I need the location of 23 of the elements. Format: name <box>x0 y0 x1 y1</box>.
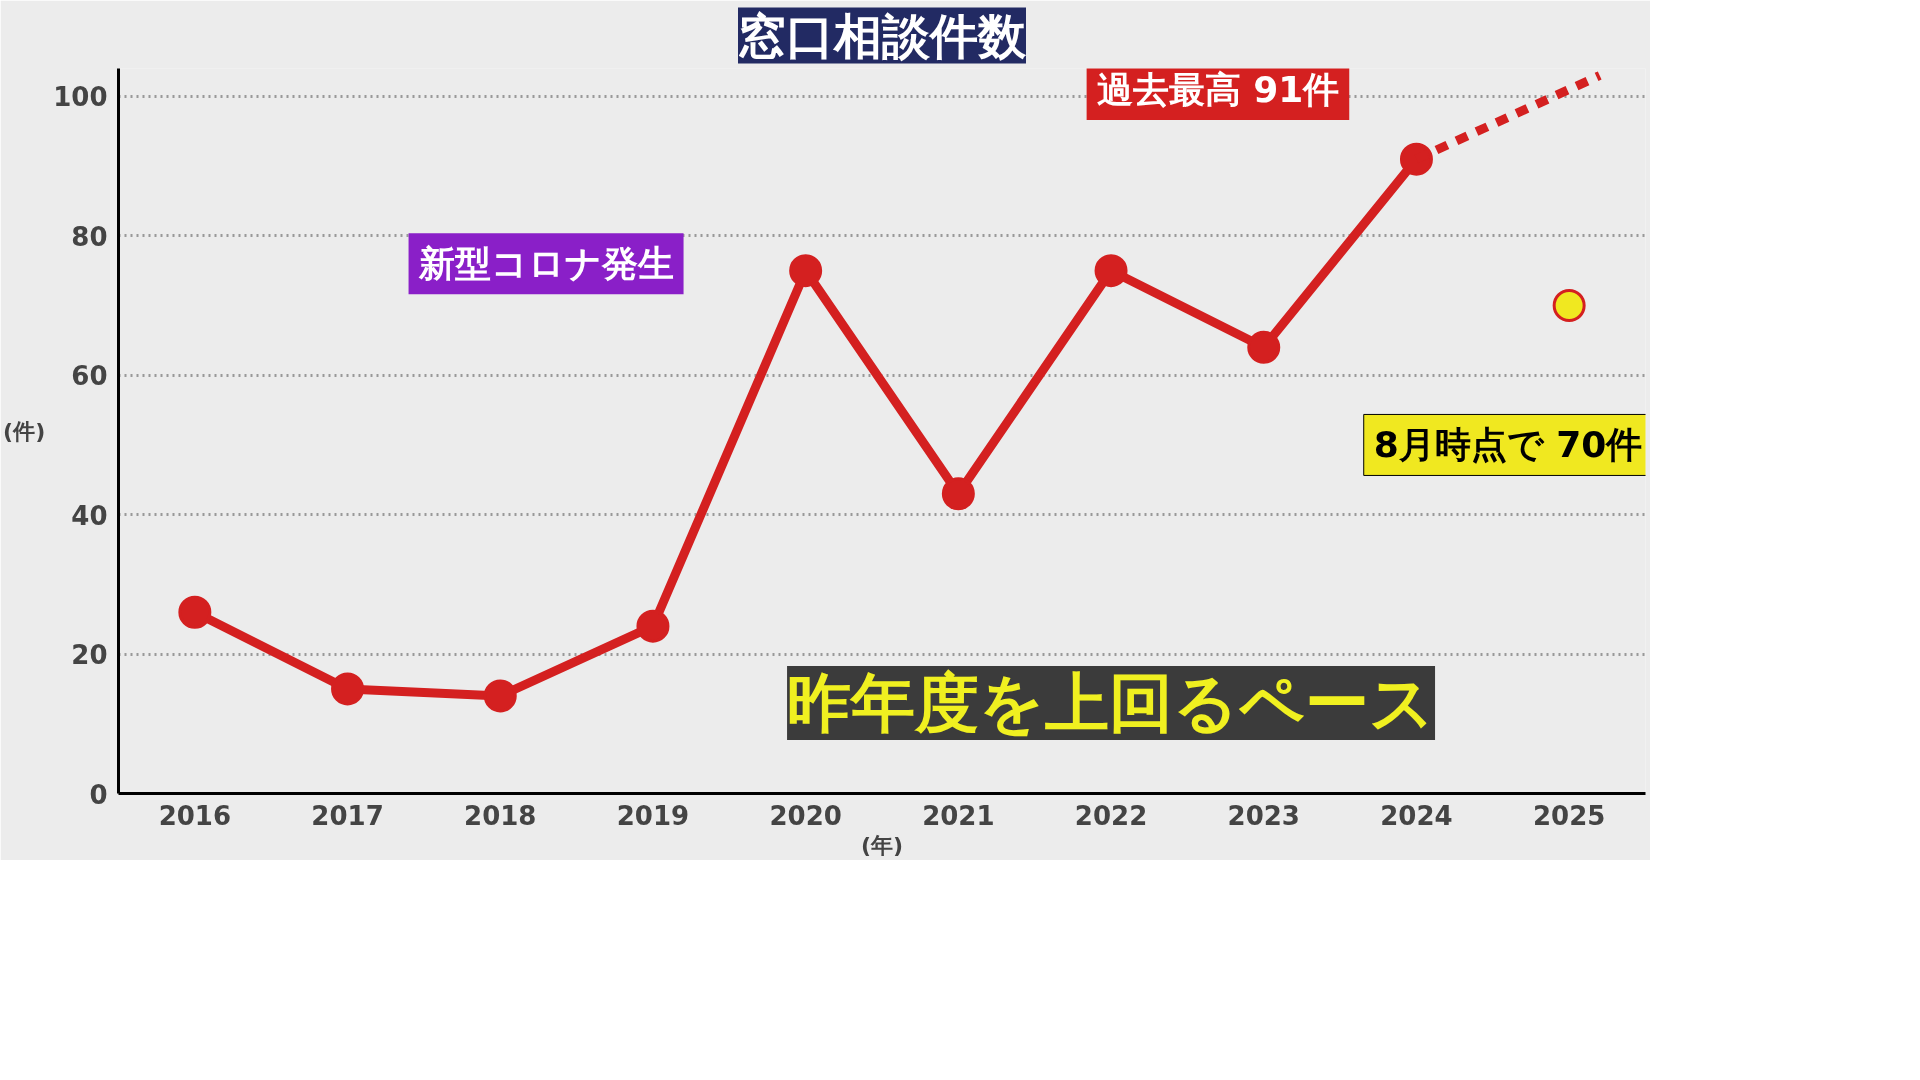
y-tick-label: 80 <box>71 221 108 252</box>
annotation: 8月時点で 70件 <box>1373 424 1643 466</box>
annotation: 過去最高 91件 <box>1096 68 1340 110</box>
y-tick-label: 20 <box>71 640 108 671</box>
x-tick-label: 2025 <box>1532 800 1606 831</box>
x-tick-label: 2016 <box>158 800 232 831</box>
annotation: 新型コロナ発生 <box>417 243 674 285</box>
y-axis-title: (件) <box>3 418 46 444</box>
x-tick-label: 2019 <box>616 800 690 831</box>
x-axis-title: (年) <box>860 832 904 858</box>
x-tick-label: 2024 <box>1380 800 1453 831</box>
y-tick-label: 40 <box>71 500 108 531</box>
y-tick-label: 60 <box>71 361 108 392</box>
x-tick-label: 2022 <box>1074 800 1148 831</box>
y-tick-label: 100 <box>53 82 108 113</box>
annotation: 昨年度を上回るペース <box>787 665 1436 740</box>
x-tick-label: 2017 <box>311 800 384 831</box>
x-tick-label: 2023 <box>1227 800 1300 831</box>
x-tick-label: 2020 <box>769 800 842 831</box>
y-tick-label: 0 <box>89 779 108 810</box>
x-tick-label: 2018 <box>464 800 537 831</box>
chart-title: 窓口相談件数 <box>738 7 1027 64</box>
x-tick-label: 2021 <box>922 800 995 831</box>
